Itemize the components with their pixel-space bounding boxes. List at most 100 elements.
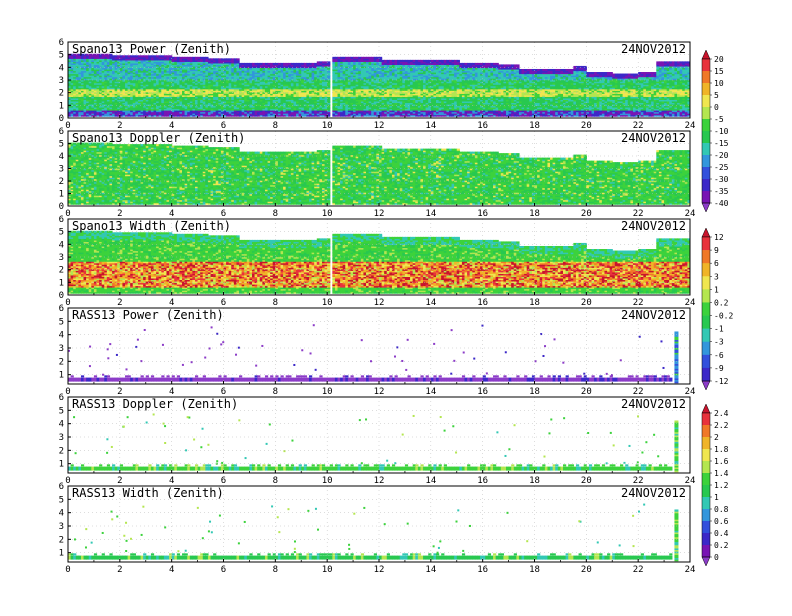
- heatmap-cell: [228, 67, 232, 70]
- heatmap-cell: [360, 82, 365, 85]
- heatmap-cell: [73, 82, 77, 85]
- heatmap-cell: [86, 91, 90, 94]
- heatmap-cell: [114, 99, 118, 102]
- heatmap-cell: [127, 81, 131, 84]
- heatmap-cell: [75, 68, 79, 72]
- heatmap-cell: [127, 64, 131, 67]
- heatmap-cell: [340, 114, 344, 117]
- heatmap-cell: [236, 61, 240, 64]
- heatmap-cell: [298, 100, 302, 104]
- heatmap-cell: [68, 76, 72, 79]
- heatmap-cell: [404, 82, 409, 85]
- heatmap-cell: [347, 61, 352, 64]
- heatmap-cell: [277, 84, 282, 87]
- heatmap-cell: [264, 70, 269, 73]
- heatmap-cell: [213, 96, 217, 99]
- heatmap-cell: [135, 99, 139, 102]
- heatmap-cell: [384, 105, 388, 108]
- heatmap-cell: [270, 87, 274, 90]
- heatmap-cell: [257, 94, 261, 97]
- heatmap-cell: [179, 114, 183, 117]
- heatmap-cell: [272, 65, 276, 69]
- heatmap-cell: [309, 62, 313, 66]
- heatmap-cell: [327, 88, 331, 91]
- heatmap-cell: [130, 75, 134, 78]
- heatmap-cell: [327, 84, 331, 87]
- heatmap-cell: [137, 91, 142, 94]
- heatmap-cell: [270, 68, 274, 72]
- heatmap-cell: [202, 72, 206, 75]
- heatmap-cell: [366, 96, 370, 99]
- heatmap-cell: [404, 81, 409, 84]
- heatmap-cell: [93, 111, 98, 114]
- heatmap-cell: [104, 87, 108, 90]
- heatmap-cell: [187, 106, 191, 110]
- heatmap-cell: [150, 105, 155, 108]
- heatmap-cell: [122, 81, 126, 84]
- heatmap-cell: [213, 64, 217, 67]
- heatmap-cell: [83, 102, 87, 105]
- heatmap-cell: [182, 70, 186, 73]
- heatmap-cell: [145, 94, 149, 97]
- heatmap-cell: [101, 64, 105, 67]
- heatmap-cell: [404, 59, 409, 62]
- heatmap-cell: [311, 103, 315, 107]
- heatmap-cell: [215, 84, 219, 87]
- heatmap-cell: [226, 65, 230, 69]
- heatmap-cell: [132, 82, 136, 85]
- heatmap-cell: [334, 111, 339, 114]
- heatmap-cell: [340, 64, 344, 67]
- heatmap-cell: [161, 68, 165, 72]
- heatmap-cell: [334, 56, 339, 59]
- heatmap-cell: [130, 65, 134, 69]
- heatmap-cell: [257, 62, 261, 66]
- heatmap-cell: [226, 62, 230, 66]
- heatmap-cell: [189, 81, 193, 84]
- heatmap-cell: [233, 73, 238, 76]
- heatmap-cell: [368, 106, 372, 110]
- heatmap-cell: [316, 79, 320, 82]
- heatmap-cell: [314, 79, 318, 82]
- heatmap-cell: [143, 106, 147, 110]
- heatmap-cell: [376, 88, 380, 91]
- heatmap-cell: [353, 96, 357, 99]
- heatmap-cell: [174, 73, 178, 76]
- heatmap-cell: [104, 82, 108, 85]
- heatmap-cell: [135, 84, 139, 87]
- heatmap-cell: [254, 97, 258, 100]
- heatmap-cell: [350, 93, 354, 96]
- heatmap-cell: [210, 103, 214, 107]
- heatmap-cell: [176, 81, 181, 84]
- heatmap-cell: [321, 64, 326, 67]
- heatmap-cell: [254, 68, 258, 72]
- heatmap-cell: [135, 93, 139, 96]
- heatmap-cell: [246, 65, 251, 69]
- heatmap-cell: [386, 82, 390, 85]
- heatmap-cell: [140, 106, 144, 110]
- heatmap-cell: [259, 88, 263, 91]
- heatmap-cell: [83, 65, 87, 69]
- heatmap-cell: [332, 103, 336, 107]
- heatmap-cell: [246, 79, 251, 82]
- heatmap-cell: [404, 85, 409, 88]
- heatmap-cell: [368, 75, 372, 78]
- heatmap-cell: [78, 103, 82, 107]
- heatmap-cell: [202, 73, 206, 76]
- heatmap-cell: [264, 100, 269, 104]
- heatmap-cell: [132, 102, 136, 105]
- heatmap-cell: [345, 84, 349, 87]
- heatmap-cell: [347, 110, 352, 113]
- heatmap-cell: [88, 106, 92, 110]
- heatmap-cell: [73, 97, 77, 100]
- heatmap-cell: [88, 108, 92, 111]
- heatmap-cell: [386, 79, 390, 82]
- heatmap-cell: [324, 93, 328, 96]
- heatmap-cell: [288, 73, 292, 76]
- heatmap-cell: [93, 70, 98, 73]
- heatmap-cell: [272, 94, 276, 97]
- heatmap-cell: [197, 103, 201, 107]
- heatmap-cell: [316, 76, 320, 79]
- heatmap-cell: [194, 72, 199, 75]
- heatmap-cell: [249, 94, 253, 97]
- heatmap-cell: [334, 65, 339, 69]
